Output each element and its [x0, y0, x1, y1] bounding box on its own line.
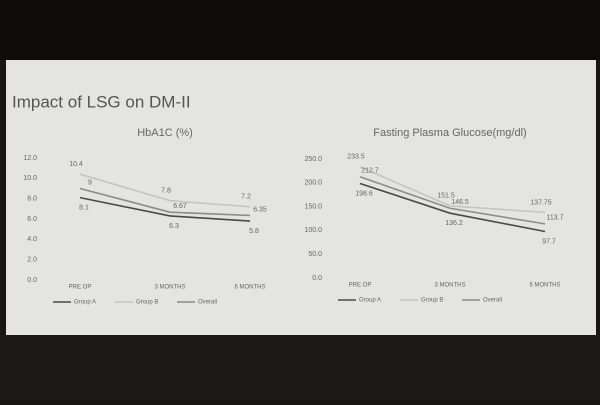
data-label: 9	[88, 179, 92, 186]
data-label: 137.75	[530, 199, 552, 206]
chart-title: HbA1C (%)	[137, 127, 193, 139]
series-line	[79, 196, 251, 222]
y-tick-label: 6.0	[27, 216, 37, 223]
legend-label: Group B	[136, 300, 158, 306]
x-tick-label: PRE OP	[349, 283, 372, 289]
y-tick-label: 8.0	[27, 196, 37, 203]
x-tick-label: PRE OP	[69, 285, 92, 291]
series-line	[359, 175, 546, 225]
data-label: 97.7	[542, 238, 556, 245]
y-tick-label: 0.0	[27, 277, 37, 284]
y-tick-label: 200.0	[304, 180, 322, 187]
x-tick-label: 6 MONTHS	[529, 283, 560, 289]
legend-label: Group B	[421, 298, 443, 304]
data-label: 7.2	[241, 194, 251, 201]
data-label: 212.7	[361, 168, 379, 175]
x-tick-label: 3 MONTHS	[154, 285, 185, 291]
data-label: 10.4	[69, 161, 83, 168]
data-label: 151.5	[437, 193, 455, 200]
y-tick-label: 250.0	[304, 156, 322, 163]
legend-label: Group A	[74, 300, 96, 306]
series-line	[359, 182, 546, 233]
y-tick-label: 2.0	[27, 257, 37, 264]
legend-label: Overall	[483, 298, 502, 304]
dark-band	[0, 335, 600, 400]
slide-title: Impact of LSG on DM-II	[12, 92, 191, 111]
legend-label: Overall	[198, 300, 217, 306]
y-tick-label: 100.0	[304, 227, 322, 234]
data-label: 6.67	[173, 203, 187, 210]
y-tick-label: 150.0	[304, 203, 322, 210]
y-tick-label: 4.0	[27, 236, 37, 243]
slide	[6, 60, 596, 335]
y-tick-label: 10.0	[23, 175, 37, 182]
data-label: 8.1	[79, 204, 89, 211]
x-tick-label: 6 MONTHS	[234, 285, 265, 291]
data-label: 198.6	[355, 190, 373, 197]
data-label: 7.8	[161, 188, 171, 195]
data-label: 6.3	[169, 223, 179, 230]
series-line	[79, 187, 251, 217]
data-label: 5.8	[249, 228, 259, 235]
x-tick-label: 3 MONTHS	[434, 283, 465, 289]
data-label: 113.7	[547, 215, 564, 222]
y-tick-label: 50.0	[308, 251, 322, 258]
dark-band	[0, 0, 600, 60]
data-label: 233.5	[347, 154, 365, 161]
chart-title: Fasting Plasma Glucose(mg/dl)	[373, 127, 526, 139]
y-tick-label: 0.0	[312, 275, 322, 282]
series-line	[359, 166, 546, 214]
series-line	[79, 173, 251, 208]
data-label: 136.2	[445, 220, 463, 227]
data-label: 6.35	[253, 206, 267, 213]
y-tick-label: 12.0	[23, 155, 37, 162]
data-label: 146.5	[451, 199, 469, 206]
legend-label: Group A	[359, 298, 381, 304]
